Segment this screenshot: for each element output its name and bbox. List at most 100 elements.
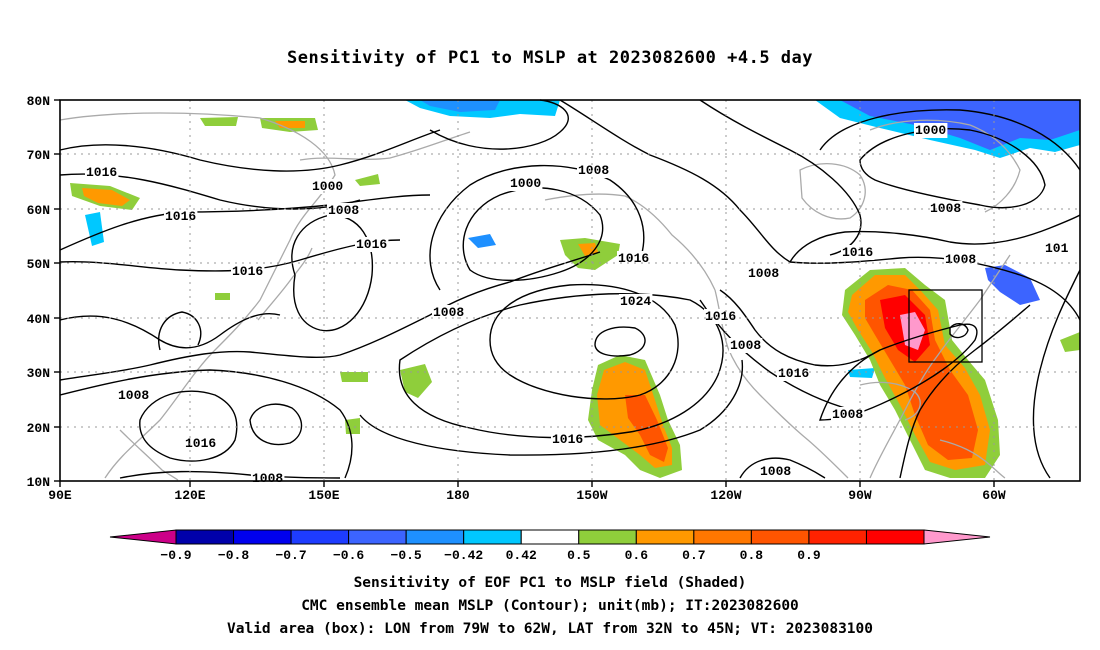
lat-label: 30N	[27, 366, 50, 381]
contour-7	[462, 187, 604, 282]
sensitivity-shading	[70, 100, 1080, 478]
coast-namerica-east	[869, 254, 1011, 479]
shade-neg-small-3	[848, 368, 875, 378]
colorbar-label: −0.7	[275, 548, 306, 563]
colorbar-swatch	[520, 529, 580, 545]
contour-23	[789, 214, 1081, 263]
valid-area-box	[908, 289, 983, 363]
contour-label-halo	[944, 252, 978, 267]
lat-label: 60N	[27, 203, 50, 218]
contour-18	[59, 369, 353, 479]
contour-label: 1016	[86, 165, 117, 180]
colorbar-label: 0.7	[682, 548, 705, 563]
contour-label-halo	[311, 179, 345, 194]
coast-samerica	[939, 439, 1006, 479]
shade-neg-small-1	[85, 212, 104, 246]
colorbar-label: −0.8	[218, 548, 249, 563]
contour-label-halo	[929, 201, 963, 216]
contour-11	[489, 283, 679, 400]
contour-label: 1016	[232, 264, 263, 279]
contour-label: 1008	[118, 388, 149, 403]
colorbar-label: 0.9	[797, 548, 821, 563]
shade-pos-small-c	[340, 372, 368, 382]
contour-label-halo	[251, 471, 285, 486]
contour-5	[291, 214, 374, 332]
colorbar-label: 0.5	[567, 548, 591, 563]
colorbar-label: −0.5	[391, 548, 422, 563]
shade-pos-west-orange	[82, 188, 130, 206]
lat-label: 10N	[27, 475, 50, 490]
shade-neg-atlantic	[985, 265, 1040, 305]
shade-pos-small-a	[355, 174, 380, 186]
lon-label: 60W	[982, 488, 1006, 503]
colorbar-label: −0.42	[444, 548, 483, 563]
coast-indochina	[119, 429, 179, 481]
caption-line-2: CMC ensemble mean MSLP (Contour); unit(m…	[301, 598, 799, 614]
contour-label-halo	[831, 407, 865, 422]
contour-30	[949, 323, 969, 339]
contour-label: 1008	[945, 252, 976, 267]
contour-label: 1008	[748, 266, 779, 281]
contour-27	[819, 323, 978, 421]
map-frame	[59, 99, 1081, 482]
coast-namerica-west	[714, 289, 849, 479]
colorbar-swatch	[865, 529, 925, 545]
contour-20	[699, 99, 862, 256]
shade-pos-small-d	[345, 418, 360, 434]
contour-17	[249, 403, 303, 446]
contour-label-halo	[841, 245, 875, 260]
caption-line-3: Valid area (box): LON from 79W to 62W, L…	[226, 621, 873, 637]
colorbar-swatch	[578, 529, 637, 545]
contour-29	[1032, 269, 1081, 479]
contour-label-halo	[619, 294, 653, 309]
contour-label: 101	[1045, 241, 1069, 256]
contour-label-halo	[432, 305, 466, 320]
contour-label: 1016	[618, 251, 649, 266]
contour-label: 1008	[578, 163, 609, 178]
contour-label-halo	[747, 266, 781, 281]
contour-label: 1000	[312, 179, 343, 194]
contour-label-halo	[231, 264, 265, 279]
lon-label: 120E	[174, 488, 205, 503]
shade-pos-midpac-orange	[578, 243, 598, 256]
contour-label: 1008	[328, 203, 359, 218]
contour-label-halo	[164, 209, 198, 224]
contour-10	[559, 99, 791, 263]
contour-label: 1016	[185, 436, 216, 451]
contour-label-halo	[85, 165, 119, 180]
shade-neg-small-2	[468, 234, 496, 248]
coast-asia	[59, 112, 336, 479]
contour-label-halo	[184, 436, 218, 451]
contour-label: 1008	[433, 305, 464, 320]
contour-31	[739, 457, 826, 479]
colorbar-min-arrow	[109, 529, 177, 545]
lon-label: 180	[446, 488, 470, 503]
contour-label: 1016	[165, 209, 196, 224]
contour-label-halo	[551, 432, 585, 447]
gridlines	[60, 100, 1080, 481]
colorbar-swatch	[233, 529, 292, 545]
coast-japan	[257, 247, 313, 321]
contour-4	[59, 239, 401, 272]
contour-label-halo	[759, 464, 793, 479]
lon-labels: 90E 120E 150E 180 150W 120W 90W 60W	[48, 488, 1006, 503]
lat-label: 70N	[27, 148, 50, 163]
lat-label: 40N	[27, 312, 50, 327]
contour-label-halo	[1044, 241, 1070, 256]
colorbar-swatch	[635, 529, 695, 545]
lon-label: 90E	[48, 488, 72, 503]
contour-label: 1008	[760, 464, 791, 479]
colorbar-label: 0.42	[506, 548, 537, 563]
lon-label: 90W	[848, 488, 872, 503]
contour-label: 1016	[842, 245, 873, 260]
colorbar: −0.9 −0.8 −0.7 −0.6 −0.5 −0.42 0.42 0.5 0.6 0.7 0.…	[109, 529, 991, 563]
contour-label-halo	[914, 123, 948, 138]
contour-label: 1008	[730, 338, 761, 353]
lon-label: 120W	[710, 488, 741, 503]
contour-label: 1008	[252, 471, 283, 486]
lat-label: 80N	[27, 94, 50, 109]
colorbar-label: −0.6	[333, 548, 364, 563]
colorbar-swatch	[463, 529, 522, 545]
contour-label-halo	[617, 251, 651, 266]
lat-labels: 80N 70N 60N 50N 40N 30N 20N 10N	[27, 94, 50, 490]
